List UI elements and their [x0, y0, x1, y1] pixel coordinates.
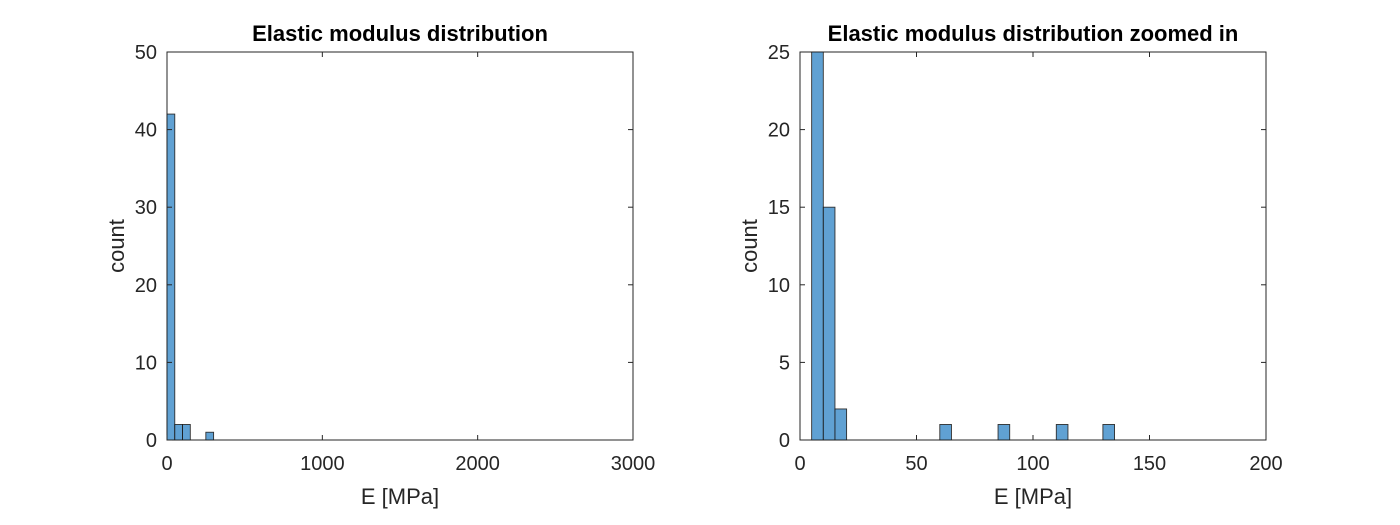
x-tick-label: 200 — [1249, 453, 1282, 475]
ticks: 0 50 100 150 200 0 5 10 15 20 25 — [768, 42, 1283, 475]
y-tick-label: 0 — [146, 430, 157, 452]
x-tick-label: 0 — [161, 453, 172, 475]
x-axis-label: E [MPa] — [994, 484, 1072, 509]
y-tick-label: 40 — [135, 120, 157, 142]
y-tick-label: 10 — [135, 352, 157, 374]
histogram-bar — [205, 431, 215, 441]
histogram-bar — [997, 424, 1011, 441]
histogram-bar — [1055, 424, 1069, 441]
y-tick-label: 10 — [768, 275, 790, 297]
bars — [811, 51, 1116, 441]
axes-box — [166, 51, 634, 441]
y-tick-label: 20 — [135, 275, 157, 297]
y-tick-label: 5 — [779, 352, 790, 374]
x-tick-label: 100 — [1016, 453, 1049, 475]
histogram-bar — [811, 51, 824, 441]
chart-left: 0 1000 2000 3000 0 10 20 30 40 50 Elastic modulus… — [104, 21, 655, 509]
axes-box — [799, 51, 1267, 441]
x-tick-label: 1000 — [300, 453, 345, 475]
y-tick-label: 50 — [135, 42, 157, 64]
y-tick-label: 25 — [768, 42, 790, 64]
y-tick-label: 30 — [135, 197, 157, 219]
chart-right: 0 50 100 150 200 0 5 10 15 20 25 Elastic modulus d… — [737, 21, 1283, 509]
ticks: 0 1000 2000 3000 0 10 20 30 40 50 — [135, 42, 656, 475]
chart-title: Elastic modulus distribution — [252, 21, 548, 46]
x-tick-label: 2000 — [455, 453, 500, 475]
y-tick-label: 0 — [779, 430, 790, 452]
y-tick-label: 15 — [768, 197, 790, 219]
y-axis-label: count — [737, 219, 762, 273]
y-axis-label: count — [104, 219, 129, 273]
histogram-bar — [822, 206, 836, 441]
x-axis-label: E [MPa] — [361, 484, 439, 509]
histogram-bar — [834, 408, 848, 441]
bars — [166, 113, 215, 441]
histogram-bar — [174, 424, 183, 441]
x-tick-label: 150 — [1133, 453, 1166, 475]
y-tick-label: 20 — [768, 120, 790, 142]
histogram-bar — [939, 424, 952, 441]
histogram-bar — [1102, 424, 1116, 441]
x-tick-label: 0 — [794, 453, 805, 475]
histogram-bar — [182, 424, 191, 441]
chart-title: Elastic modulus distribution zoomed in — [828, 21, 1239, 46]
x-tick-label: 50 — [905, 453, 927, 475]
x-tick-label: 3000 — [611, 453, 656, 475]
histogram-bar — [166, 113, 176, 441]
